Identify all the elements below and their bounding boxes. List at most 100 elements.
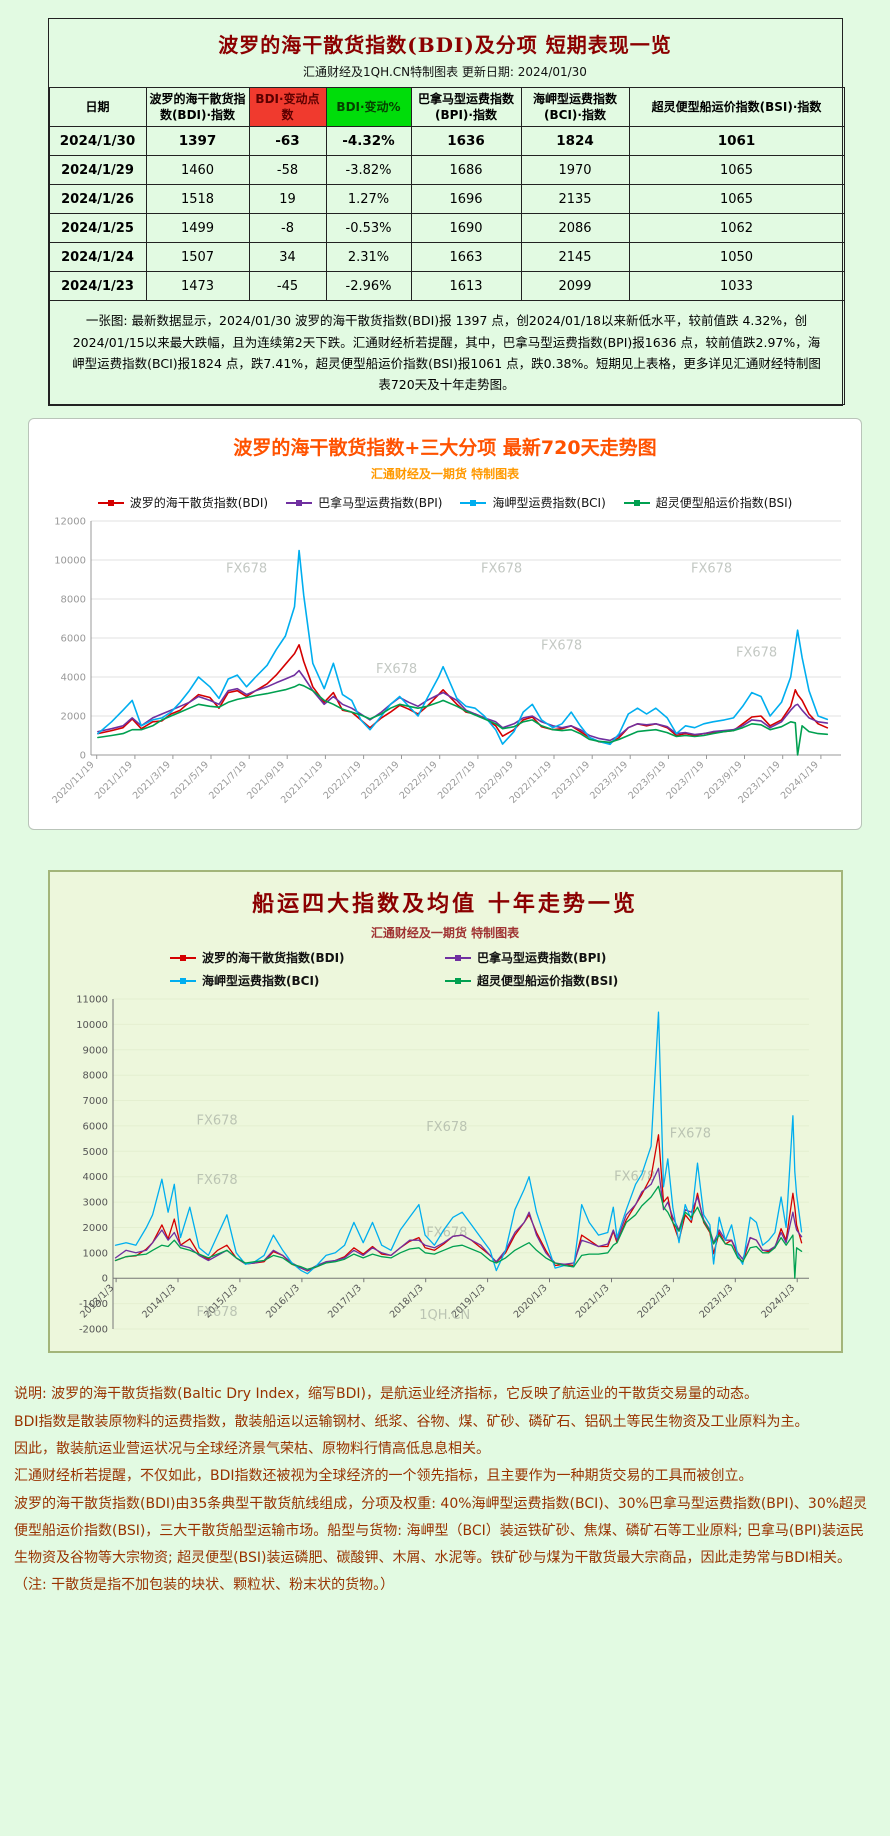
table-cell: 1690 bbox=[410, 213, 522, 244]
svg-text:7000: 7000 bbox=[83, 1096, 108, 1107]
svg-text:2000: 2000 bbox=[61, 712, 86, 723]
svg-text:2017/1/3: 2017/1/3 bbox=[326, 1283, 364, 1321]
svg-text:FX678: FX678 bbox=[691, 562, 732, 577]
svg-text:2023/1/3: 2023/1/3 bbox=[697, 1283, 735, 1321]
table-note: 一张图: 最新数据显示，2024/01/30 波罗的海干散货指数(BDI)报 1… bbox=[48, 300, 845, 406]
footer-line: 波罗的海干散货指数(BDI)由35条典型干散货航线组成，分项及权重: 40%海岬… bbox=[14, 1495, 868, 1594]
chart-720-panel: 波罗的海干散货指数+三大分项 最新720天走势图 汇通财经及一期货 特制图表 波… bbox=[28, 418, 862, 831]
svg-text:2021/3/19: 2021/3/19 bbox=[131, 760, 173, 802]
legend-line-marker-icon bbox=[445, 954, 471, 962]
table-cell: 1499 bbox=[145, 213, 250, 244]
svg-text:2021/1/3: 2021/1/3 bbox=[574, 1283, 612, 1321]
svg-text:8000: 8000 bbox=[83, 1071, 108, 1082]
table-header-cell: BDI·变动% bbox=[325, 86, 412, 128]
legend-line-marker-icon bbox=[623, 499, 650, 507]
table-cell: 2024/1/30 bbox=[48, 126, 147, 157]
svg-text:2022/3/19: 2022/3/19 bbox=[359, 760, 401, 802]
table-cell: 1970 bbox=[520, 155, 630, 186]
table-cell: 1397 bbox=[145, 126, 250, 157]
chart-720-title: 波罗的海干散货指数+三大分项 最新720天走势图 bbox=[233, 437, 657, 460]
table-cell: 1065 bbox=[628, 155, 845, 186]
footer-line: 因此，散装航运业营运状况与全球经济景气荣枯、原物料行情高低息息相关。 bbox=[14, 1440, 490, 1457]
svg-text:2000: 2000 bbox=[83, 1223, 108, 1234]
footer-line: BDI指数是散装原物料的运费指数，散装船运以运输钢材、纸浆、谷物、煤、矿砂、磷矿… bbox=[14, 1413, 809, 1430]
svg-text:2023/5/19: 2023/5/19 bbox=[626, 760, 668, 802]
legend-item: 巴拿马型运费指数(BPI) bbox=[286, 494, 442, 511]
table-cell: -2.96% bbox=[325, 271, 412, 302]
table-cell: -58 bbox=[248, 155, 327, 186]
table-cell: 1065 bbox=[628, 184, 845, 215]
table-cell: 1.27% bbox=[325, 184, 412, 215]
svg-text:2024/1/3: 2024/1/3 bbox=[759, 1283, 797, 1321]
table-cell: 34 bbox=[248, 242, 327, 273]
table-cell: 2145 bbox=[520, 242, 630, 273]
svg-text:1000: 1000 bbox=[83, 1249, 108, 1260]
svg-text:FX678: FX678 bbox=[197, 1305, 238, 1320]
legend-label: 海岬型运费指数(BCI) bbox=[492, 496, 606, 511]
svg-text:FX678: FX678 bbox=[541, 639, 582, 654]
table-cell: 1507 bbox=[145, 242, 250, 273]
svg-text:2023/3/19: 2023/3/19 bbox=[588, 760, 630, 802]
svg-text:2021/5/19: 2021/5/19 bbox=[169, 760, 211, 802]
svg-text:6000: 6000 bbox=[83, 1122, 108, 1133]
legend-label: 超灵便型船运价指数(BSI) bbox=[477, 974, 619, 989]
table-header-cell: 日期 bbox=[48, 86, 147, 128]
table-header-cell: 巴拿马型运费指数(BPI)·指数 bbox=[410, 86, 522, 128]
legend-label: 巴拿马型运费指数(BPI) bbox=[318, 496, 443, 511]
svg-text:FX678: FX678 bbox=[481, 562, 522, 577]
svg-text:2022/1/19: 2022/1/19 bbox=[321, 760, 363, 802]
chart-10y-legend: 波罗的海干散货指数(BDI) 巴拿马型运费指数(BPI) 海岬型运费指数(BCI) 超… bbox=[50, 949, 841, 989]
svg-text:FX678: FX678 bbox=[226, 562, 267, 577]
table-header: 日期 波罗的海干散货指数(BDI)·指数 BDI·变动点数 BDI·变动% 巴拿马型运费… bbox=[48, 86, 845, 128]
svg-text:8000: 8000 bbox=[61, 595, 86, 606]
table-cell: -63 bbox=[248, 126, 327, 157]
svg-text:FX678: FX678 bbox=[197, 1114, 238, 1129]
table-cell: -45 bbox=[248, 271, 327, 302]
bdi-table: 日期 波罗的海干散货指数(BDI)·指数 BDI·变动点数 BDI·变动% 巴拿马型运费… bbox=[48, 86, 845, 406]
svg-text:FX678: FX678 bbox=[426, 1120, 467, 1135]
bdi-table-panel: 波罗的海干散货指数(BDI)及分项 短期表现一览 汇通财经及1QH.CN特制图表… bbox=[47, 18, 845, 407]
legend-item: 超灵便型船运价指数(BSI) bbox=[623, 494, 792, 511]
table-header-cell: 超灵便型船运价指数(BSI)·指数 bbox=[628, 86, 845, 128]
svg-text:12000: 12000 bbox=[54, 517, 86, 528]
svg-text:2024/1/19: 2024/1/19 bbox=[779, 760, 821, 802]
footer-line: 说明: 波罗的海干散货指数(Baltic Dry Index，缩写BDI)，是航… bbox=[14, 1386, 759, 1403]
svg-text:2022/7/19: 2022/7/19 bbox=[436, 760, 478, 802]
table-title: 波罗的海干散货指数(BDI)及分项 短期表现一览 bbox=[218, 33, 672, 57]
table-cell: 1686 bbox=[410, 155, 522, 186]
svg-text:2022/5/19: 2022/5/19 bbox=[398, 760, 440, 802]
table-subtitle: 汇通财经及1QH.CN特制图表 更新日期: 2024/01/30 bbox=[303, 65, 587, 79]
table-cell: 2024/1/26 bbox=[48, 184, 147, 215]
legend-label: 海岬型运费指数(BCI) bbox=[202, 974, 320, 989]
svg-text:3000: 3000 bbox=[83, 1198, 108, 1209]
table-cell: 1460 bbox=[145, 155, 250, 186]
svg-text:2020/11/19: 2020/11/19 bbox=[50, 760, 97, 807]
table-cell: 2024/1/23 bbox=[48, 271, 147, 302]
footer-description: 说明: 波罗的海干散货指数(Baltic Dry Index，缩写BDI)，是航… bbox=[14, 1381, 876, 1599]
svg-text:9000: 9000 bbox=[83, 1046, 108, 1057]
legend-label: 波罗的海干散货指数(BDI) bbox=[129, 496, 269, 511]
table-row: 2024/1/29 1460 -58 -3.82% 1686 1970 1065 bbox=[48, 155, 845, 186]
svg-text:2022/1/3: 2022/1/3 bbox=[636, 1283, 674, 1321]
legend-item: 巴拿马型运费指数(BPI) bbox=[445, 949, 720, 966]
table-cell: 1062 bbox=[628, 213, 845, 244]
table-cell: 1061 bbox=[628, 126, 845, 157]
svg-text:2021/7/19: 2021/7/19 bbox=[207, 760, 249, 802]
table-cell: 2.31% bbox=[325, 242, 412, 273]
table-cell: 2024/1/29 bbox=[48, 155, 147, 186]
svg-text:10000: 10000 bbox=[76, 1020, 108, 1031]
table-cell: -3.82% bbox=[325, 155, 412, 186]
table-cell: -0.53% bbox=[325, 213, 412, 244]
table-cell: 2135 bbox=[520, 184, 630, 215]
table-row: 2024/1/30 1397 -63 -4.32% 1636 1824 1061 bbox=[48, 126, 845, 157]
legend-line-marker-icon bbox=[170, 954, 196, 962]
svg-text:FX678: FX678 bbox=[426, 1226, 467, 1241]
table-cell: 2024/1/24 bbox=[48, 242, 147, 273]
svg-text:FX678: FX678 bbox=[376, 662, 417, 677]
svg-text:FX678: FX678 bbox=[670, 1127, 711, 1142]
table-cell: 2099 bbox=[520, 271, 630, 302]
svg-text:2021/1/19: 2021/1/19 bbox=[93, 760, 135, 802]
svg-text:FX678: FX678 bbox=[736, 646, 777, 661]
table-note-row: 一张图: 最新数据显示，2024/01/30 波罗的海干散货指数(BDI)报 1… bbox=[48, 300, 845, 406]
table-cell: 1033 bbox=[628, 271, 845, 302]
